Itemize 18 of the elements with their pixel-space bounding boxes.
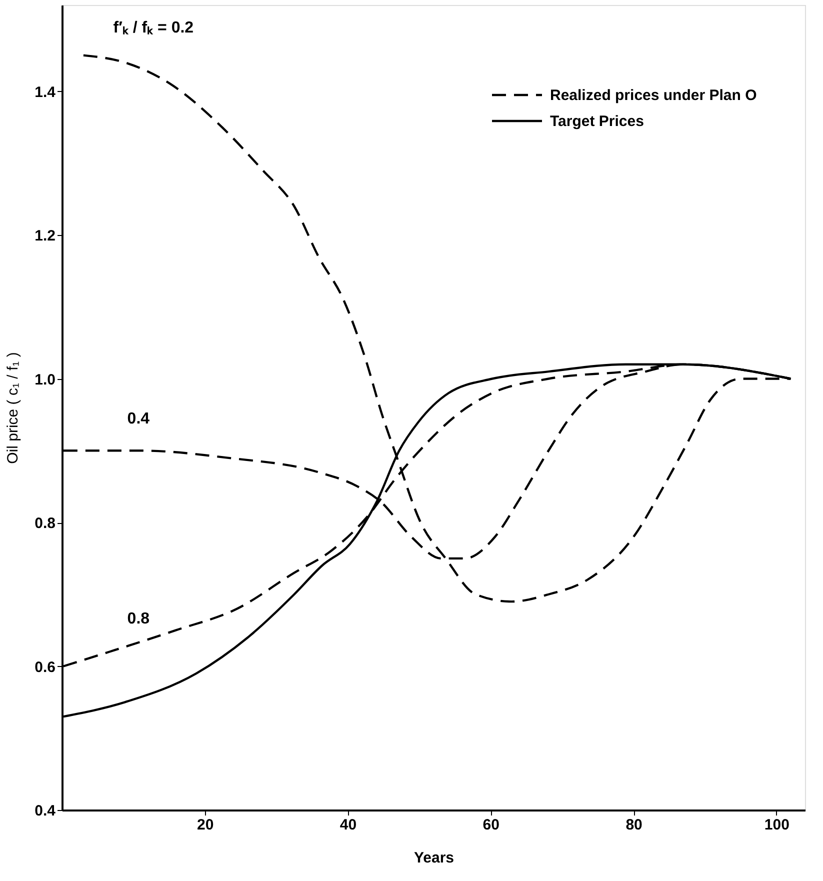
x-tick-label: 60 bbox=[482, 816, 500, 834]
x-tick-label: 80 bbox=[626, 816, 642, 834]
y-tick-label: 0.4 bbox=[34, 802, 56, 820]
y-axis-title: Oil price ( c₁ / f₁ ) bbox=[4, 352, 22, 464]
y-tick-label: 0.6 bbox=[34, 658, 56, 676]
y-tick-label: 1.2 bbox=[34, 228, 56, 244]
x-tick-label: 100 bbox=[764, 816, 790, 834]
legend-label: Target Prices bbox=[550, 113, 644, 130]
x-tick-label: 40 bbox=[340, 816, 357, 834]
x-axis-title: Years bbox=[414, 850, 454, 866]
legend-label: Realized prices under Plan O bbox=[550, 87, 758, 104]
annotation: f′ₖ / fₖ = 0.2 bbox=[113, 19, 194, 36]
x-tick-label: 20 bbox=[197, 816, 214, 834]
annotation: 0.8 bbox=[127, 610, 150, 628]
y-tick-label: 1.4 bbox=[34, 84, 56, 101]
y-tick-label: 1.0 bbox=[34, 371, 56, 388]
annotation: 0.4 bbox=[127, 410, 150, 428]
y-tick-label: 0.8 bbox=[34, 515, 56, 532]
